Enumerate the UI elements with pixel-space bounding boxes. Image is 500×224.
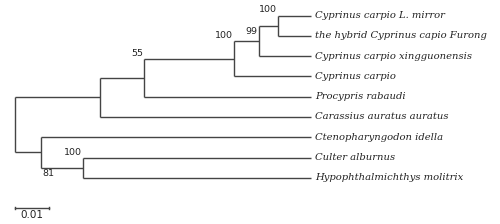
Text: Cyprinus carpio xingguonensis: Cyprinus carpio xingguonensis: [315, 52, 472, 61]
Text: the hybrid Cyprinus capio Furong: the hybrid Cyprinus capio Furong: [315, 31, 487, 40]
Text: Ctenopharyngodon idella: Ctenopharyngodon idella: [315, 133, 443, 142]
Text: Hypophthalmichthys molitrix: Hypophthalmichthys molitrix: [315, 173, 463, 182]
Text: Culter alburnus: Culter alburnus: [315, 153, 395, 162]
Text: 0.01: 0.01: [20, 211, 44, 220]
Text: 100: 100: [64, 148, 82, 157]
Text: 100: 100: [258, 5, 276, 14]
Text: Cyprinus carpio: Cyprinus carpio: [315, 72, 396, 81]
Text: Cyprinus carpio L. mirror: Cyprinus carpio L. mirror: [315, 11, 445, 20]
Text: 81: 81: [42, 169, 54, 178]
Text: 99: 99: [246, 27, 258, 36]
Text: 100: 100: [215, 31, 233, 40]
Text: Procypris rabaudi: Procypris rabaudi: [315, 92, 406, 101]
Text: Carassius auratus auratus: Carassius auratus auratus: [315, 112, 448, 121]
Text: 55: 55: [131, 49, 143, 58]
